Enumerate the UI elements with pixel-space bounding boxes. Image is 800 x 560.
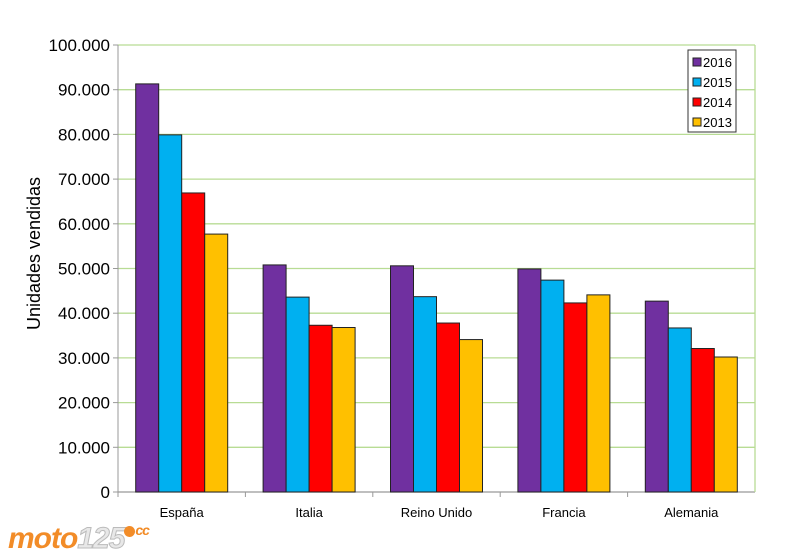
bar-2015 [285,296,310,493]
logo-suffix: cc [135,522,150,538]
x-tick-label: España [160,505,205,520]
legend-swatch-2015 [692,77,702,87]
bar-2014 [690,348,715,493]
logo-number: 125 [77,522,126,556]
bar-2014 [436,322,460,493]
x-tick-label: Reino Unido [401,505,473,520]
y-tick-label: 60.000 [58,215,110,234]
bar-2014 [563,302,588,493]
bar-2014 [181,192,206,493]
bar-2015 [413,296,437,493]
bar-2013 [331,327,356,493]
y-tick-label: 70.000 [58,170,110,189]
bar-2015 [667,327,692,493]
legend-swatch-2014 [692,97,702,107]
legend-label: 2014 [703,95,732,110]
x-tick-label: Francia [542,505,586,520]
x-tick-label: Italia [295,505,323,520]
y-tick-label: 50.000 [58,260,110,279]
y-tick-label: 0 [101,483,110,502]
bar-2013 [459,339,483,493]
y-tick-label: 30.000 [58,349,110,368]
bar-2013 [204,233,229,493]
y-tick-label: 100.000 [49,36,110,55]
bar-2016 [517,268,542,493]
bar-2015 [540,279,565,493]
y-tick-label: 20.000 [58,394,110,413]
bar-2015 [158,134,183,493]
bar-2013 [586,294,611,493]
y-tick-label: 10.000 [58,438,110,457]
logo-text: moto [8,522,78,555]
y-axis-label: Unidades vendidas [24,177,44,330]
legend-label: 2015 [703,75,732,90]
bar-2016 [644,300,669,493]
legend-swatch-2013 [692,117,702,127]
bar-2016 [390,265,414,493]
bar-2016 [135,83,160,493]
moto125-logo: moto125 cc [8,522,150,556]
y-tick-label: 80.000 [58,125,110,144]
bar-2014 [308,324,333,493]
y-tick-label: 90.000 [58,81,110,100]
y-tick-label: 40.000 [58,304,110,323]
bar-2016 [262,264,287,493]
legend-label: 2013 [703,115,732,130]
bar-2013 [713,356,738,493]
x-tick-label: Alemania [664,505,719,520]
legend-swatch-2016 [692,57,702,67]
logo-dot [124,526,136,537]
legend-label: 2016 [703,55,732,70]
